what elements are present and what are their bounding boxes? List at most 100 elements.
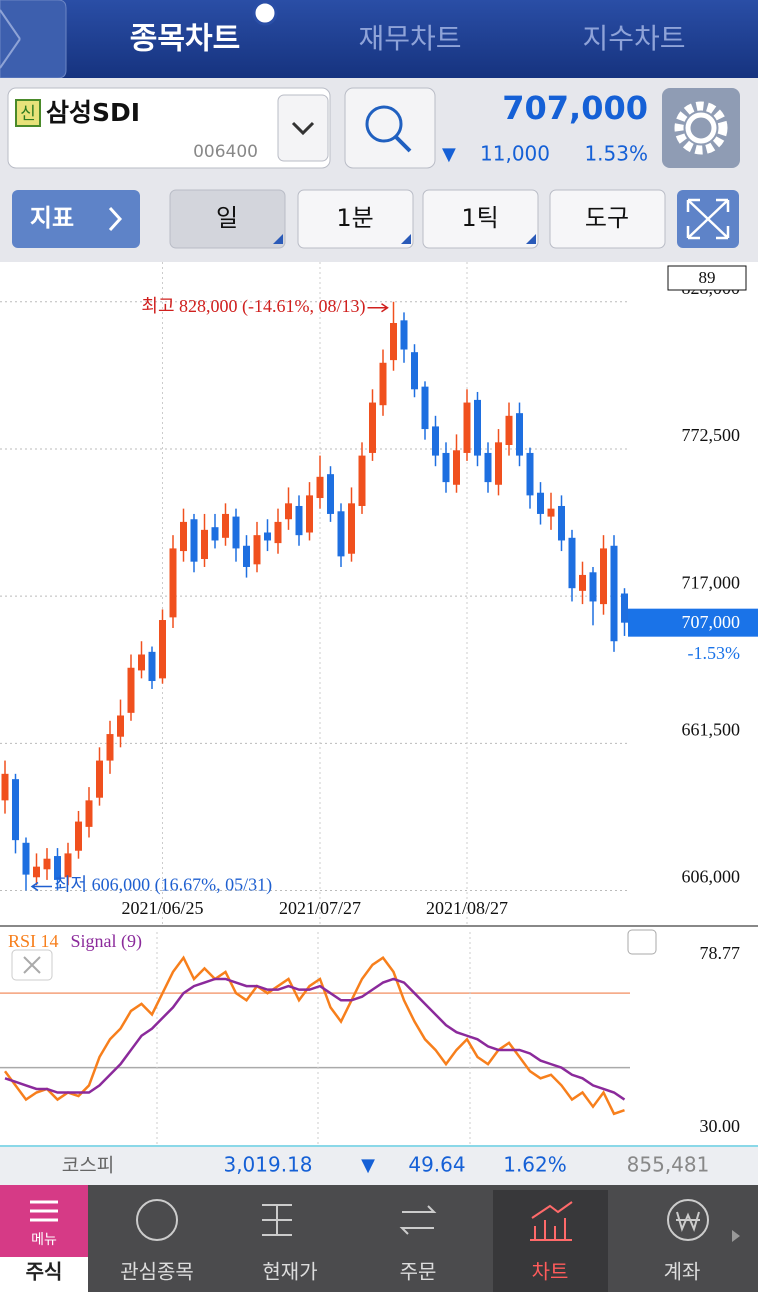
candle-body [85,800,93,827]
candle-body [169,548,177,618]
stock-code: 006400 [193,142,258,162]
candle-body [243,545,250,567]
candle-body [127,667,135,713]
nav-label[interactable]: 차트 [532,1260,569,1284]
candle-body [12,779,19,841]
candle-body [337,511,345,557]
button-label: 일 [216,204,238,232]
nav-icon [399,1205,437,1235]
candle-body [474,399,481,456]
y-tick-label: 661,500 [682,719,741,739]
candle-body [22,842,30,875]
indicator-button[interactable] [12,190,140,248]
price: 707,000 [502,89,648,127]
gear-icon [685,112,717,144]
badge-text: 신 [20,104,36,124]
legend-label: RSI 14 [8,931,59,951]
chevron-icon [108,206,123,232]
last-price-label: 707,000 [682,612,741,632]
candle-body [96,760,103,798]
header-bar [0,0,758,78]
legend-label: Signal (9) [71,931,143,952]
nav-icon [530,1201,573,1241]
candle-body [264,532,271,541]
back-button[interactable] [0,0,67,79]
candle-body [348,503,355,554]
candle-body [379,362,387,406]
nav-label[interactable]: 주문 [400,1260,437,1284]
nav-label[interactable]: 계좌 [664,1260,701,1284]
candle-body [463,402,471,453]
change: 11,000 [480,142,550,166]
price-chart-bg [0,262,758,925]
candle-body [54,856,61,880]
nav-label[interactable]: 관심종목 [120,1260,194,1284]
menu-icon [30,1200,58,1222]
candle-body [568,537,576,589]
rate: 1.53% [584,142,648,166]
series-line [4,977,626,1101]
tab[interactable]: 지수차트 [582,22,685,55]
nav-icon [667,1199,709,1241]
candle-body [495,442,502,485]
period-button[interactable] [422,189,539,249]
candle-body [621,593,628,623]
candle-body [211,527,219,541]
y-tick-label: 717,000 [682,572,741,592]
corner-marks [273,234,536,244]
nav-bar [0,1185,758,1292]
nav-label[interactable]: 현재가 [262,1260,317,1284]
candle-body [117,715,124,737]
candle-body [106,734,114,761]
nav-scroll[interactable] [732,1230,740,1242]
close-icon [23,956,41,974]
candle-body [411,352,418,390]
nav-icon [676,1211,700,1232]
candle-body [358,455,366,506]
button-label: 도구 [585,204,629,232]
candle-body [190,519,198,562]
period-button[interactable] [169,189,286,249]
y-tick-label: 30.00 [700,1116,741,1136]
tab-icon [252,0,278,26]
candle-body [43,858,51,870]
y-tick-label: 78.77 [700,943,741,963]
x-tick-label: 2021/07/27 [279,898,361,918]
rsi-bg [0,928,758,1145]
y-tick-label: 772,500 [682,425,741,445]
badge [15,99,41,127]
search-button[interactable] [344,87,436,169]
candle-body [600,548,607,605]
button-label: 지표 [30,204,74,232]
change-arrow: ▼ [442,144,456,165]
settings-button[interactable] [662,88,740,168]
candle-body [327,474,334,514]
tab[interactable]: 재무차트 [358,22,461,55]
ticker-value: 3,019.18 [223,1153,312,1177]
dropdown-icon [291,121,315,136]
tab[interactable]: 종목차트 [130,22,240,57]
x-tick-label: 2021/08/27 [426,898,508,918]
ticker-volume: 855,481 [627,1153,710,1177]
nav-label[interactable]: 주식 [26,1260,63,1284]
candle-body [253,535,261,565]
gear-icon [674,101,728,155]
period-button[interactable] [297,189,414,249]
candle-body [610,545,618,642]
x-tick-label: 2021/06/25 [121,898,203,918]
stock-box[interactable] [7,87,331,169]
last-change: -1.53% [688,643,741,663]
tools-button[interactable] [549,189,666,249]
candle-body [316,476,324,499]
candle-body [75,821,82,851]
candle-body [526,452,534,496]
dropdown-button[interactable] [277,94,329,162]
candle-body [505,415,513,445]
count-box [667,265,747,291]
last-price-box [628,608,758,637]
series-line [3,955,625,1116]
resize-button[interactable] [627,929,657,955]
candle-body [285,503,292,520]
candle-body [369,402,376,453]
